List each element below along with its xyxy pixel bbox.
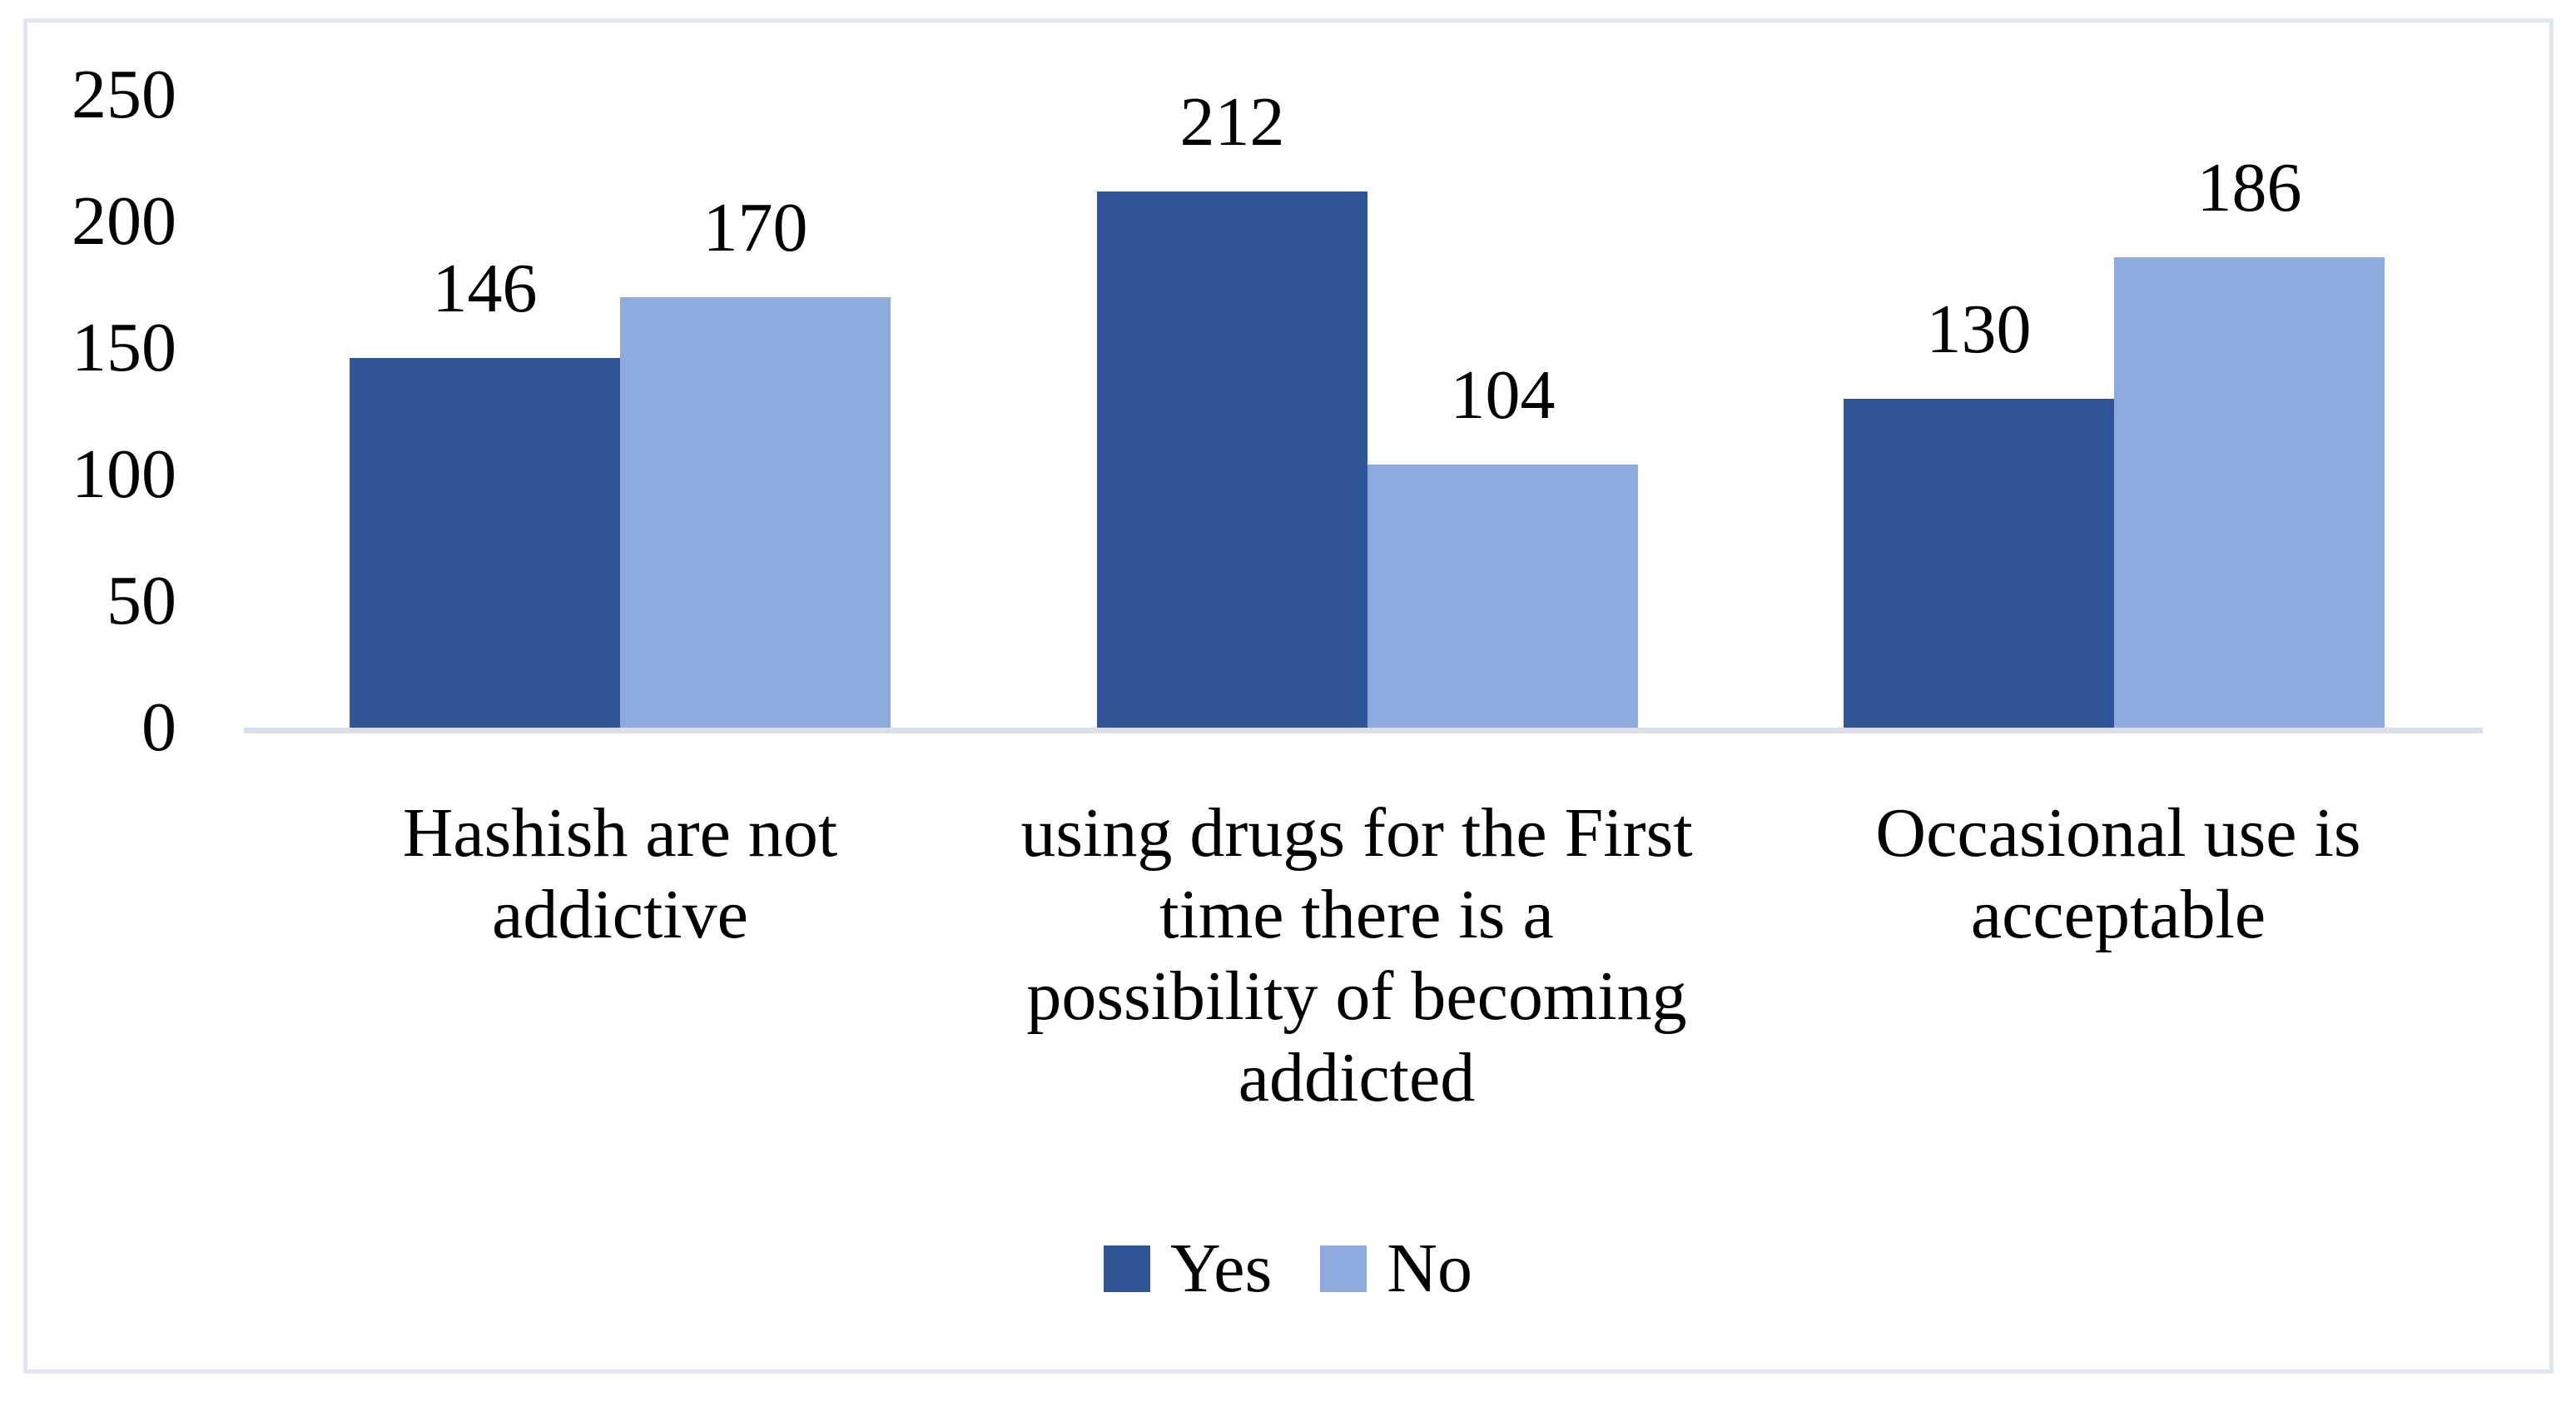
plot-area: 146 170 212 104 130 186 [350,83,2385,728]
bar-value-label: 212 [1179,83,1285,161]
legend-item-yes: Yes [1104,1231,1272,1306]
x-axis-label-group3: Occasional use is acceptable [1875,794,2361,953]
x-axis-line [244,728,2483,733]
bar-value-label: 104 [1450,356,1556,434]
legend: Yes No [0,1229,2576,1309]
bar-value-label: 130 [1926,291,2032,368]
legend-label-no: No [1387,1230,1472,1307]
legend-label-yes: Yes [1170,1230,1273,1307]
y-axis-tick-label: 0 [141,689,176,766]
legend-item-no: No [1320,1231,1472,1306]
y-axis-tick-label: 250 [72,56,176,133]
legend-marker-no [1320,1245,1367,1292]
bar-no-group1 [620,297,891,728]
bar-yes-group1 [350,358,620,728]
bar-no-group3 [2114,257,2385,728]
x-axis-label-group2: using drugs for the First time there is … [1020,794,1693,1116]
legend-marker-yes [1104,1245,1151,1292]
bar-yes-group3 [1844,399,2114,728]
y-axis-tick-label: 200 [72,182,176,260]
y-axis-tick-label: 100 [72,435,176,513]
y-axis-tick-label: 50 [107,562,176,639]
bar-value-label: 146 [432,250,538,327]
bar-no-group2 [1367,465,1638,728]
bar-yes-group2 [1097,191,1367,728]
bar-value-label: 170 [702,189,808,266]
x-axis-label-group1: Hashish are not addictive [402,794,838,953]
bar-value-label: 186 [2196,149,2302,226]
y-axis-tick-label: 150 [72,309,176,386]
